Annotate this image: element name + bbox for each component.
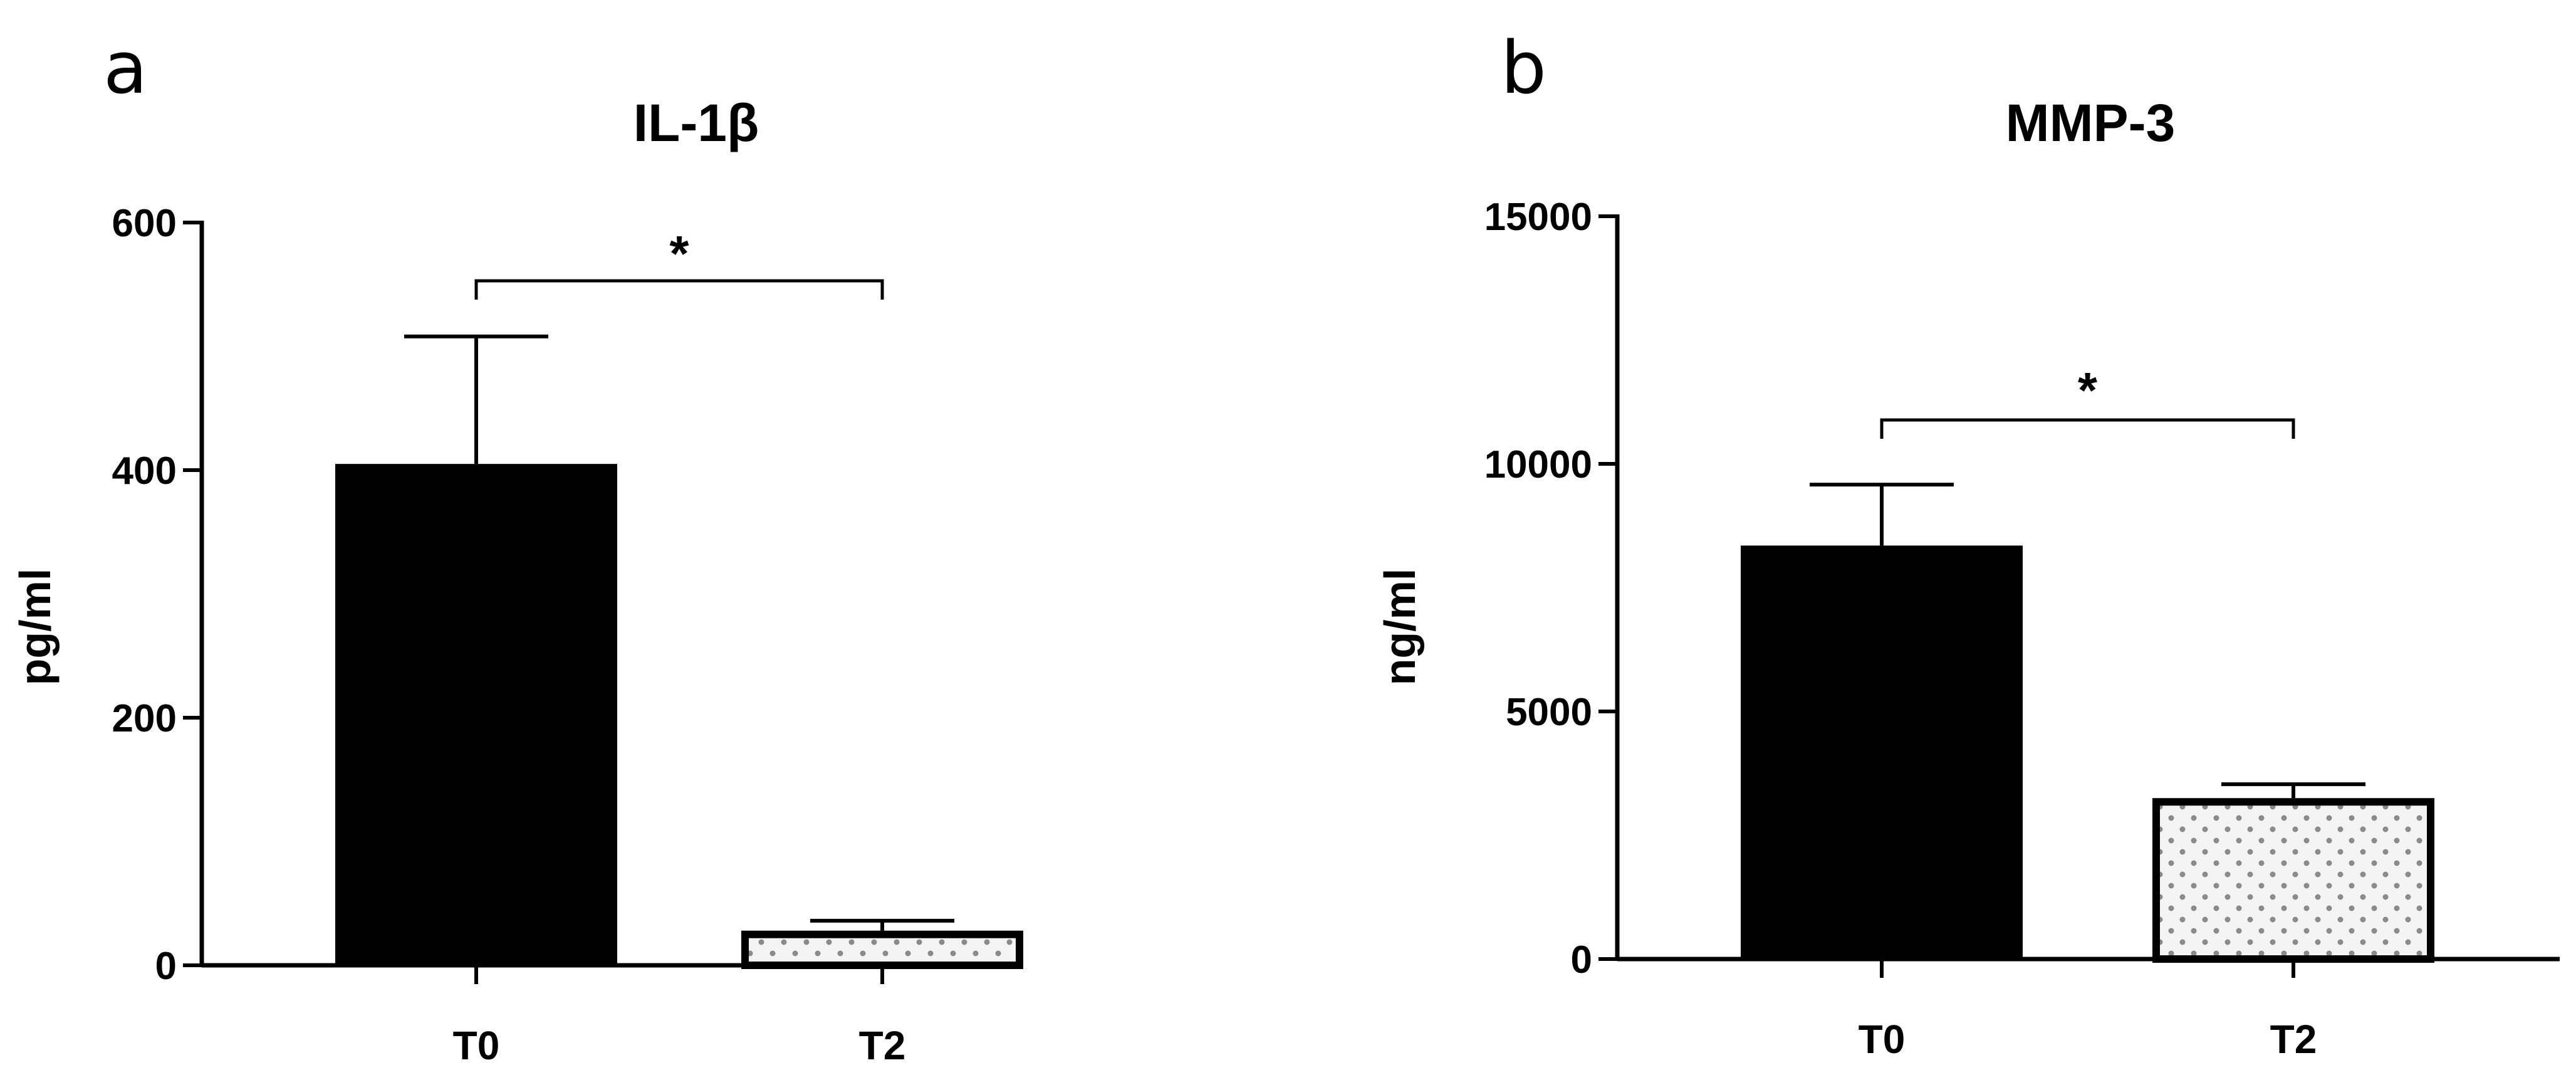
y-axis-label: pg/ml (11, 569, 60, 686)
x-tick-label: T0 (453, 1023, 500, 1068)
chart-title: MMP-3 (2006, 93, 2176, 152)
y-tick-label: 0 (1571, 938, 1592, 982)
y-axis-label: ng/ml (1375, 569, 1424, 686)
bar (741, 930, 1023, 969)
y-tick-label: 5000 (1506, 691, 1592, 734)
bar (1741, 545, 2023, 959)
panel-b: b MMP-3 ng/ml T0 T2 0 5000 10000 15000 * (1375, 26, 2560, 1062)
significance-star: * (2078, 362, 2098, 418)
significance-star: * (669, 226, 689, 281)
y-tick-label: 10000 (1484, 443, 1592, 486)
x-tick-label: T2 (859, 1023, 906, 1068)
significance-bracket (474, 279, 884, 300)
y-axis-label-group: pg/ml (11, 569, 60, 686)
y-axis-label-group: ng/ml (1375, 569, 1424, 686)
plot-area: T0 T2 0 200 400 600 * (112, 202, 1023, 1068)
significance-bracket (1880, 418, 2295, 439)
panel-a: a IL-1β pg/ml T0 T2 0 200 400 600 * (11, 26, 1023, 1068)
plot-area: T0 T2 0 5000 10000 15000 * (1484, 196, 2560, 1062)
x-tick-label: T0 (1859, 1017, 1906, 1062)
bar (335, 464, 617, 965)
panel-letter: a (103, 26, 147, 110)
y-tick-label: 200 (112, 697, 177, 740)
panel-letter: b (1501, 26, 1546, 110)
x-tick-label: T2 (2270, 1017, 2317, 1062)
y-tick-label: 15000 (1484, 196, 1592, 239)
chart-title: IL-1β (634, 93, 759, 152)
y-tick-label: 0 (155, 945, 177, 988)
y-tick-label: 600 (112, 202, 177, 245)
y-tick-label: 400 (112, 449, 177, 493)
bar (2152, 798, 2434, 963)
